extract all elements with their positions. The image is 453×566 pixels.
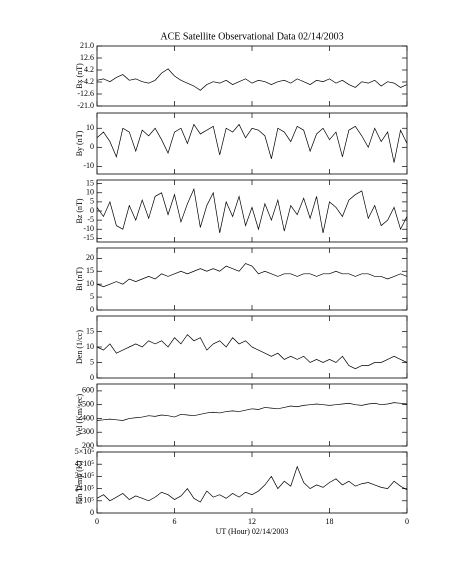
- y-tick-label: -4.2: [81, 77, 94, 86]
- x-tick-label: 18: [326, 517, 334, 526]
- y-tick-label: 15: [86, 178, 94, 187]
- data-line: [96, 263, 408, 288]
- y-tick-label: 10: [86, 279, 94, 288]
- panel-frame: [96, 45, 408, 107]
- panel-frame: [96, 451, 408, 514]
- y-axis-label: Den (1/cc): [75, 330, 84, 364]
- x-axis-label: UT (Hour) 02/14/2003: [216, 527, 289, 536]
- y-tick-label: -5: [87, 215, 94, 224]
- y-tick-label: 0: [90, 373, 94, 382]
- data-line: [96, 334, 408, 370]
- y-tick-label: 200: [82, 441, 94, 450]
- y-tick-label: 15: [86, 326, 94, 335]
- data-line: [96, 465, 408, 503]
- y-tick-label: 5: [90, 292, 94, 301]
- y-tick-label: 300: [82, 427, 94, 436]
- y-axis-label: By (nT): [75, 130, 84, 156]
- data-line: [96, 123, 408, 163]
- x-tick-label: 12: [248, 517, 256, 526]
- y-tick-label: 20: [86, 253, 94, 262]
- panel-frame: [96, 112, 408, 175]
- y-tick-label: 2×10⁵: [75, 483, 95, 492]
- y-axis-label: Bz (nT): [75, 198, 84, 223]
- y-tick-label: 21.0: [80, 41, 94, 50]
- y-tick-label: 0: [90, 206, 94, 215]
- x-tick-label: 0: [95, 517, 99, 526]
- y-tick-label: 5: [90, 357, 94, 366]
- y-tick-label: 5: [90, 197, 94, 206]
- panel-frame: [96, 179, 408, 243]
- data-line: [96, 187, 408, 233]
- y-tick-label: 400: [82, 413, 94, 422]
- y-tick-label: 10: [86, 188, 94, 197]
- y-tick-label: 4.2: [84, 65, 94, 74]
- y-tick-label: 4×10⁵: [75, 459, 95, 468]
- panel-frame: [96, 247, 408, 311]
- y-tick-label: 15: [86, 266, 94, 275]
- y-tick-label: 10: [86, 342, 94, 351]
- y-tick-label: -15: [83, 233, 94, 242]
- y-tick-label: 600: [82, 386, 94, 395]
- y-tick-label: 0: [90, 305, 94, 314]
- x-tick-label: 6: [173, 517, 177, 526]
- y-tick-label: 500: [82, 399, 94, 408]
- y-tick-label: -10: [83, 161, 94, 170]
- y-axis-label: Ion Temp (K): [75, 460, 84, 504]
- y-tick-label: 0: [90, 142, 94, 151]
- y-tick-label: 3×10⁵: [75, 471, 95, 480]
- y-axis-label: Bx (nT): [75, 63, 84, 89]
- y-axis-label: Bt (nT): [75, 267, 84, 291]
- data-line: [96, 68, 408, 91]
- y-tick-label: -12.6: [77, 89, 94, 98]
- x-tick-label: 0: [405, 517, 409, 526]
- panel-frame: [96, 383, 408, 447]
- y-tick-label: 1×10⁵: [75, 496, 95, 505]
- y-tick-label: 0: [90, 508, 94, 517]
- y-tick-label: 12.6: [80, 53, 94, 62]
- data-line: [96, 402, 408, 421]
- y-axis-label: Vel (Km/sec): [75, 393, 84, 436]
- y-tick-label: -21.0: [77, 101, 94, 110]
- chart-title: ACE Satellite Observational Data 02/14/2…: [160, 31, 343, 42]
- y-tick-label: -10: [83, 224, 94, 233]
- y-tick-label: 5×10⁵: [75, 447, 95, 456]
- y-tick-label: 10: [86, 123, 94, 132]
